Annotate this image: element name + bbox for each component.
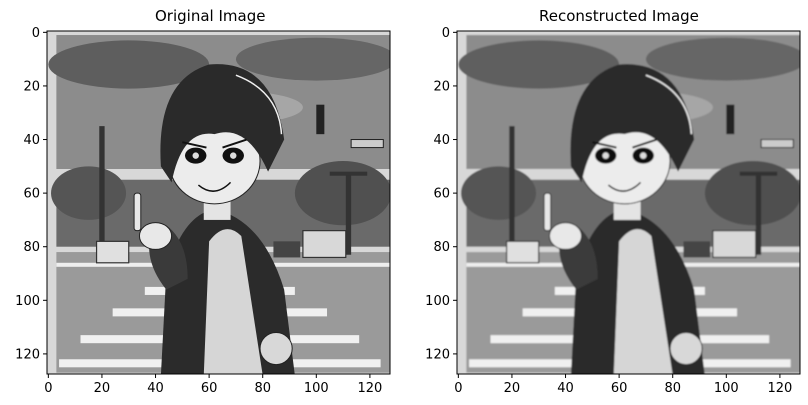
x-tick-label: 0 [454,381,462,396]
original-axes: 0 20 40 60 80 100 120 0 20 40 60 80 100 120 [15,26,391,396]
y-tick-label: 20 [433,79,450,94]
x-tick-label: 100 [714,381,739,396]
y-tick-label: 40 [23,133,40,148]
x-tick-label: 120 [357,381,382,396]
y-tick-label: 100 [425,294,450,309]
x-tick-label: 0 [44,381,52,396]
y-tick-label: 0 [442,26,450,41]
axes-frame [456,30,801,375]
y-tick-label: 0 [32,26,40,41]
x-tick-label: 20 [504,381,521,396]
scene-image [457,31,800,374]
axes-frame [46,30,391,375]
x-tick-label: 120 [767,381,792,396]
y-tick-label: 120 [15,347,40,362]
y-tick-label: 80 [23,240,40,255]
y-tick-label: 40 [433,133,450,148]
original-panel: Original Image 0 20 40 60 80 100 120 0 20 40 60 80 1… [15,7,391,396]
x-tick-label: 60 [201,381,218,396]
x-tick-label: 40 [557,381,574,396]
y-tick-label: 20 [23,79,40,94]
x-tick-label: 40 [147,381,164,396]
y-tick-label: 120 [425,347,450,362]
x-tick-label: 20 [94,381,111,396]
panel-title-reconstructed: Reconstructed Image [539,7,699,25]
y-tick-label: 60 [433,187,450,202]
y-tick-label: 80 [433,240,450,255]
scene-image [47,31,390,374]
x-tick-label: 80 [664,381,681,396]
y-tick-label: 60 [23,187,40,202]
x-tick-label: 60 [611,381,628,396]
x-tick-label: 80 [254,381,271,396]
panel-title-original: Original Image [155,7,266,25]
y-tick-label: 100 [15,294,40,309]
x-tick-label: 100 [304,381,329,396]
